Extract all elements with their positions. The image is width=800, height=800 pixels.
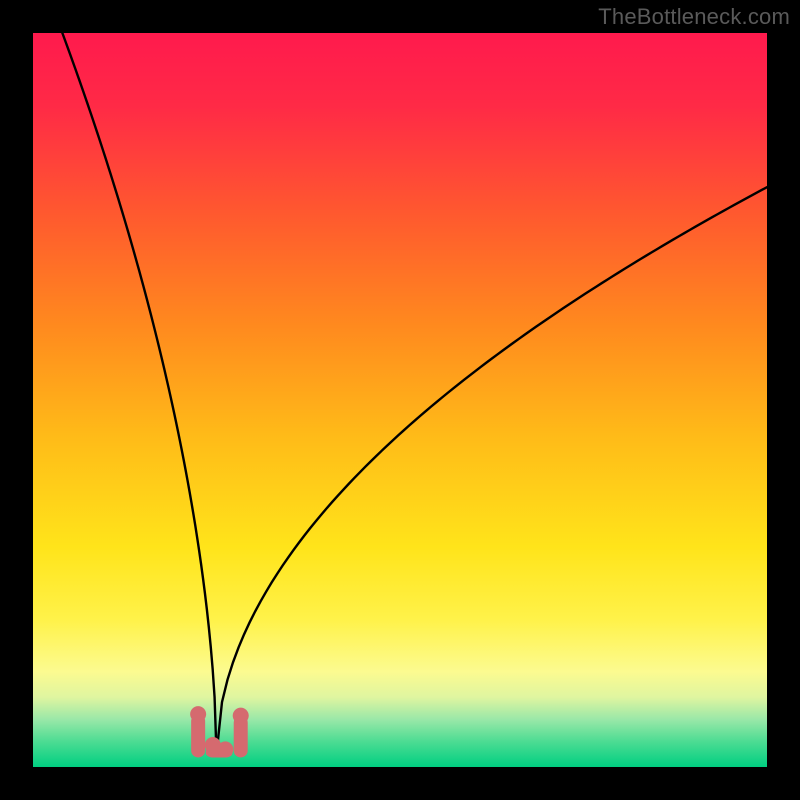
watermark-label: TheBottleneck.com bbox=[598, 4, 790, 30]
marker-dot bbox=[190, 706, 206, 722]
plot-area bbox=[33, 33, 767, 767]
marker-dot bbox=[233, 708, 249, 724]
bottleneck-curve-chart bbox=[0, 0, 800, 800]
chart-container: TheBottleneck.com bbox=[0, 0, 800, 800]
marker-dot bbox=[217, 741, 233, 757]
